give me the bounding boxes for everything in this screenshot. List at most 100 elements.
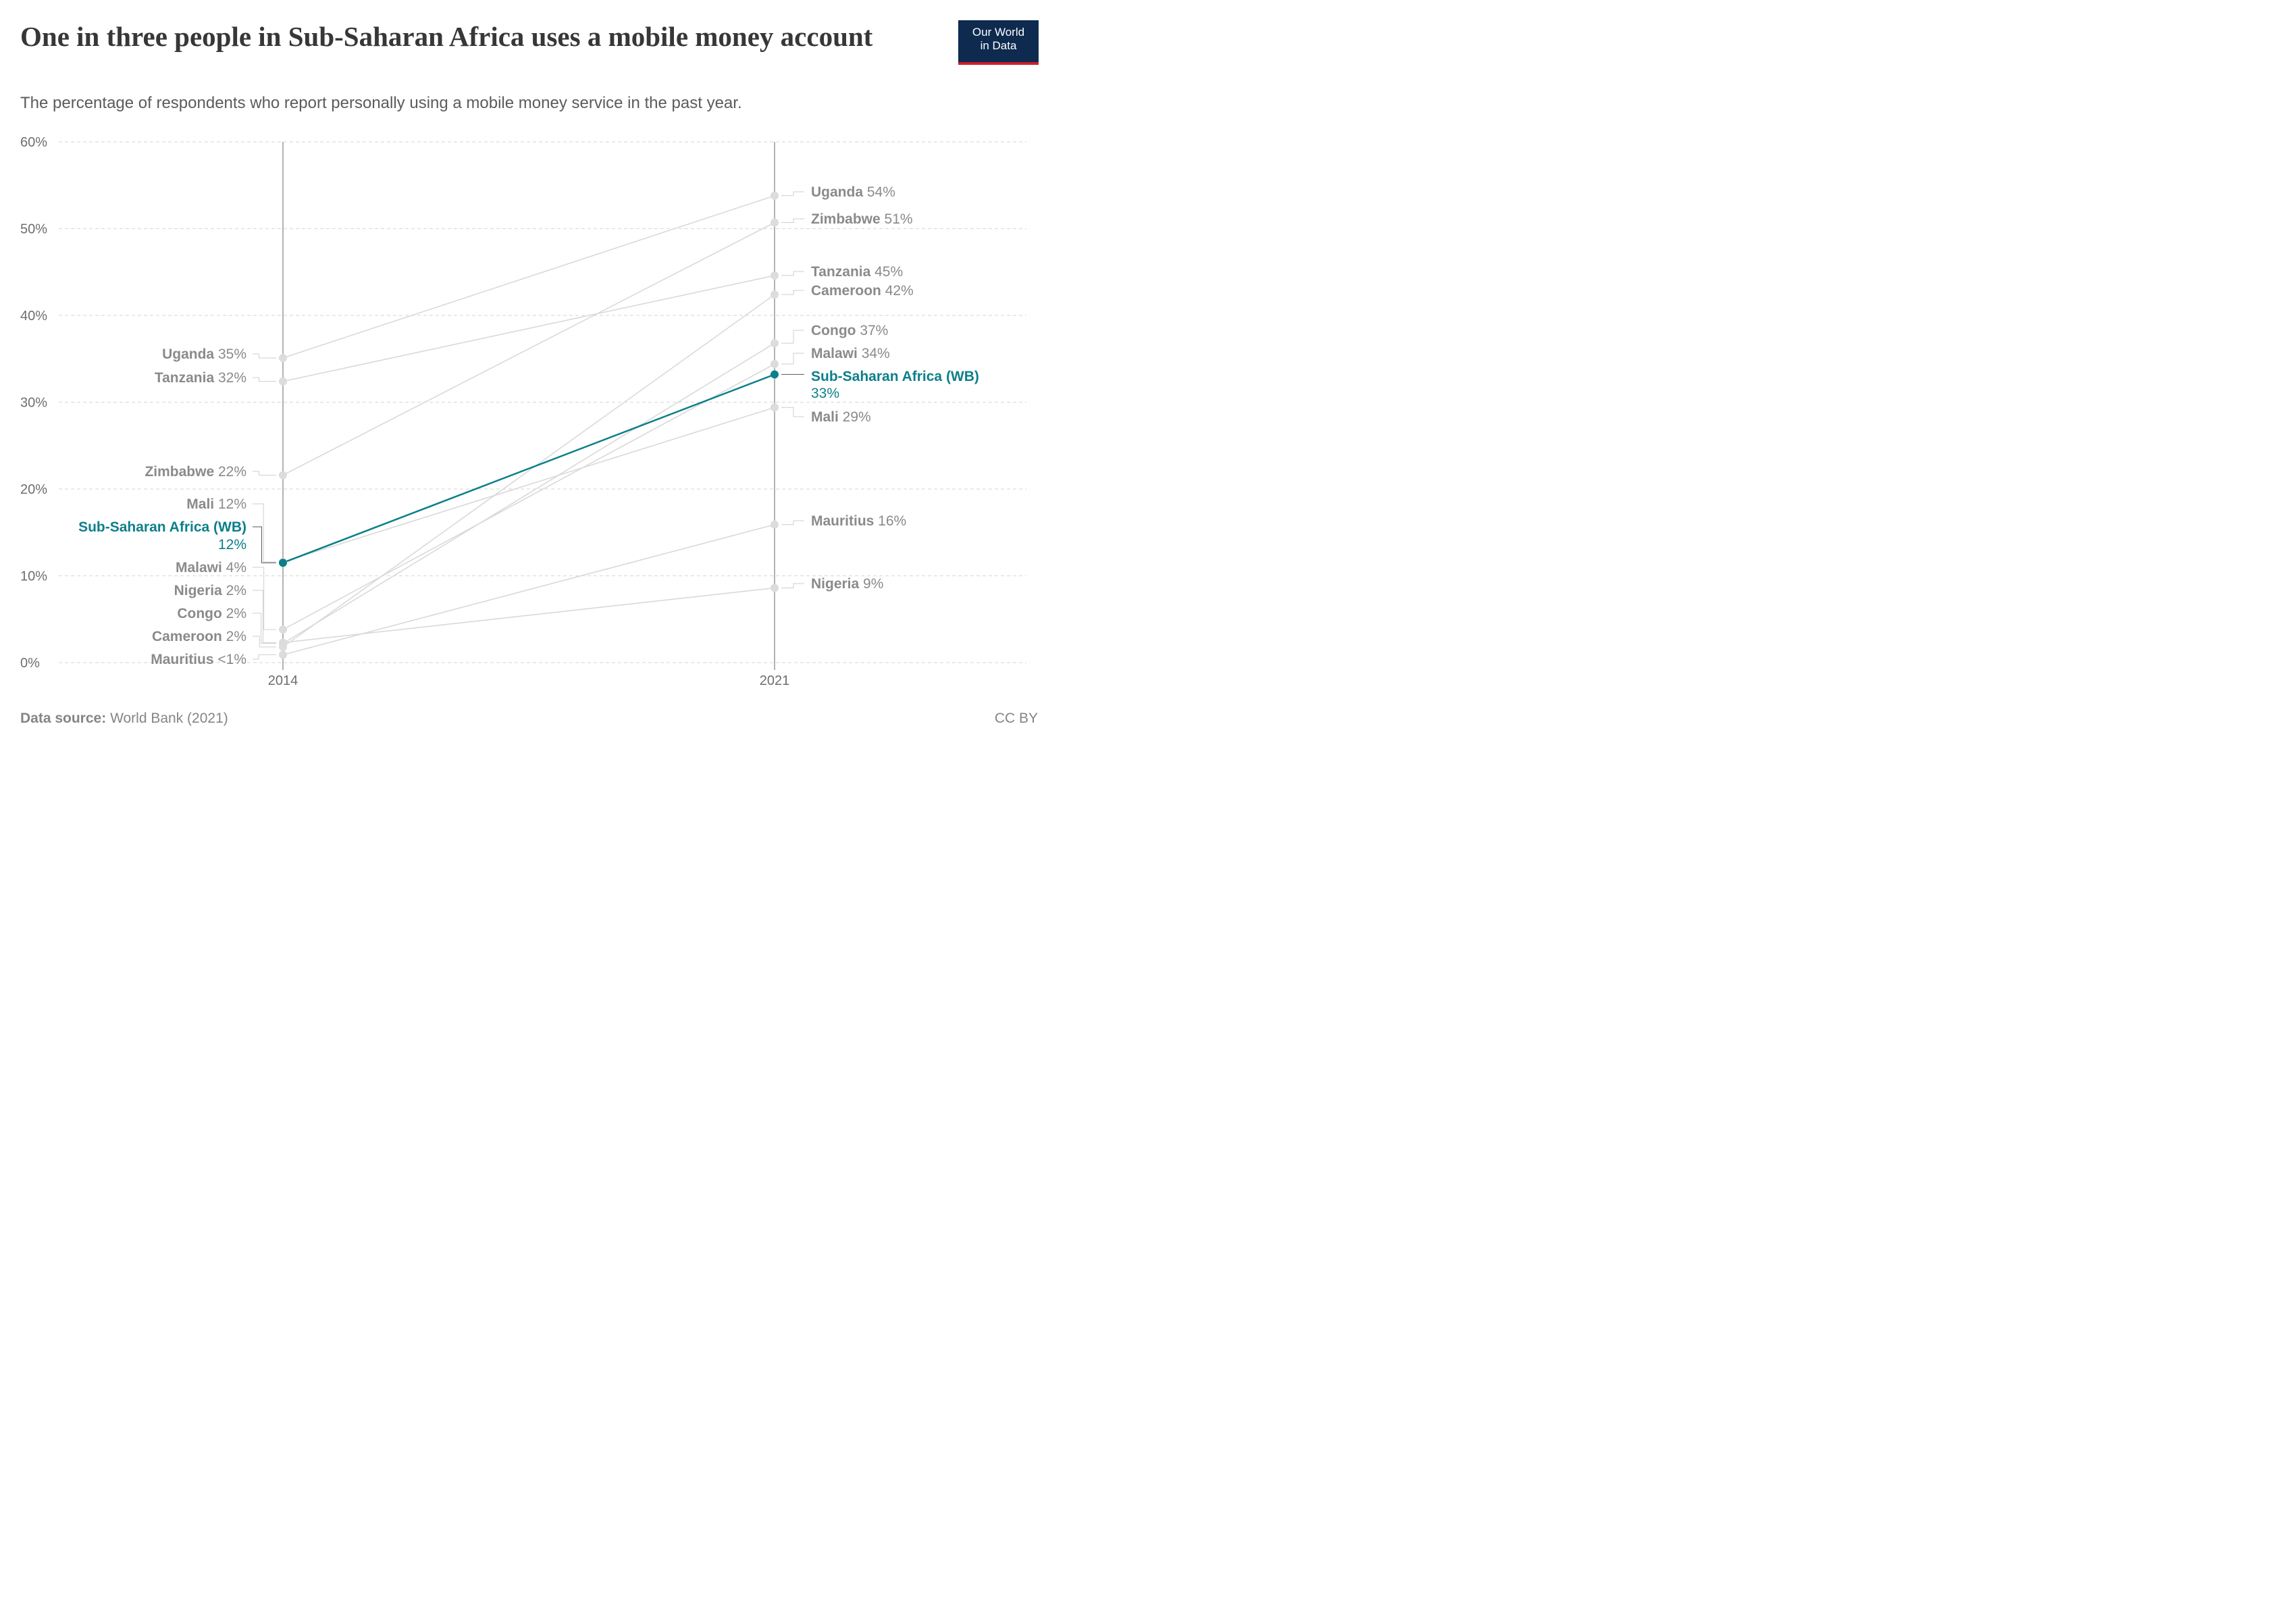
connector-2014-nigeria (253, 590, 276, 643)
label-2014-congo: Congo 2% (177, 606, 246, 621)
label-2014-zimbabwe: Zimbabwe 22% (145, 464, 246, 480)
y-tick-label: 10% (20, 569, 47, 584)
owid-logo[interactable]: Our World in Data (958, 20, 1039, 65)
label-name: Tanzania (811, 264, 871, 280)
y-tick-label: 0% (20, 656, 40, 671)
connector-2014-congo (253, 613, 276, 644)
gridlines: 0% 10% 20% 30% 40% 50% 60% (20, 135, 1026, 671)
slope-chart: 0% 10% 20% 30% 40% 50% 60% 2014 2021 Uganda 35%… (20, 135, 1026, 688)
label-2014-mauritius: Mauritius <1% (151, 652, 246, 667)
point-2014-zimbabwe (279, 471, 287, 480)
label-2021-tanzania: Tanzania 45% (811, 264, 903, 280)
point-2021-malawi (771, 359, 779, 368)
label-name: Malawi (811, 346, 858, 361)
connector-2021-tanzania (781, 271, 804, 276)
data-source-text: World Bank (2021) (110, 711, 228, 726)
label-value: 29% (839, 409, 871, 425)
label-name: Mali (811, 409, 839, 425)
series-line-mali (282, 407, 775, 563)
label-value: 9% (859, 576, 883, 592)
label-name: Nigeria (174, 583, 223, 598)
label-name: Congo (177, 606, 221, 621)
logo-line-1: Our World (972, 26, 1025, 38)
point-2021-mali (771, 403, 779, 412)
connector-2014-tanzania (253, 377, 276, 382)
label-name: Cameroon (152, 629, 222, 644)
label-2021-sub-saharan-africa-wb: Sub-Saharan Africa (WB) (811, 369, 979, 384)
connector-2014-uganda (253, 353, 276, 359)
label-value: 45% (870, 264, 903, 280)
label-value: 37% (856, 323, 888, 338)
chart-subtitle: The percentage of respondents who report… (20, 94, 742, 112)
point-2014-uganda (279, 353, 287, 362)
label-2014-value-sub-saharan-africa-wb: 12% (218, 537, 246, 552)
label-value: <1% (214, 652, 246, 667)
label-2021-mali: Mali 29% (811, 409, 871, 425)
connector-2014-malawi (253, 567, 276, 630)
series-line-nigeria (282, 587, 775, 644)
connector-2021-congo (781, 330, 804, 344)
point-2021-uganda (771, 191, 779, 200)
label-2014-uganda: Uganda 35% (162, 346, 246, 362)
label-value: 16% (874, 513, 906, 529)
connector-2014-sub-saharan-africa-wb (253, 526, 276, 563)
logo-line-2: in Data (980, 39, 1017, 52)
label-name: Congo (811, 323, 856, 338)
label-value: 4% (222, 560, 246, 575)
point-2014-tanzania (279, 377, 287, 386)
label-2021-value-sub-saharan-africa-wb: 33% (811, 386, 839, 401)
label-value: 35% (214, 346, 246, 362)
label-value: 12% (214, 496, 246, 512)
series-line-zimbabwe (282, 222, 775, 476)
y-tick-label: 20% (20, 482, 47, 497)
label-name: Zimbabwe (145, 464, 214, 480)
y-tick-label: 50% (20, 222, 47, 237)
connector-2021-mauritius (781, 520, 804, 525)
label-2021-uganda: Uganda 54% (811, 184, 895, 200)
label-2021-zimbabwe: Zimbabwe 51% (811, 211, 913, 227)
label-name: Malawi (176, 560, 222, 575)
connector-2014-zimbabwe (253, 471, 276, 475)
series-line-congo (282, 342, 775, 644)
connector-2021-mali (781, 407, 804, 417)
label-value: 32% (214, 370, 246, 386)
series-line-cameroon (282, 294, 775, 648)
label-value: 22% (214, 464, 246, 480)
year-axes: 2014 2021 (268, 142, 790, 688)
label-value: 2% (222, 606, 246, 621)
point-2021-mauritius (771, 520, 779, 529)
point-2021-tanzania (771, 271, 779, 280)
data-source-label: Data source: (20, 711, 107, 726)
label-2021-mauritius: Mauritius 16% (811, 513, 906, 529)
connector-2021-malawi (781, 353, 804, 365)
connector-2021-uganda (781, 191, 804, 197)
label-2021-malawi: Malawi 34% (811, 346, 890, 361)
label-2021-cameroon: Cameroon 42% (811, 283, 914, 299)
label-name: Uganda (811, 184, 863, 200)
label-value: 2% (222, 583, 246, 598)
connector-2021-zimbabwe (781, 218, 804, 224)
label-value: 42% (881, 283, 914, 299)
series-points (279, 191, 779, 659)
label-value: 34% (858, 346, 890, 361)
x-tick-label: 2021 (760, 673, 790, 688)
label-2014-sub-saharan-africa-wb: Sub-Saharan Africa (WB) (78, 519, 246, 535)
label-name: Mauritius (151, 652, 213, 667)
label-value: 2% (222, 629, 246, 644)
point-2021-cameroon (771, 290, 779, 299)
label-name: Uganda (162, 346, 214, 362)
label-name: Cameroon (811, 283, 881, 299)
label-2014-cameroon: Cameroon 2% (152, 629, 246, 644)
point-2014-sub-saharan-africa-wb (279, 559, 287, 567)
series-line-uganda (282, 195, 775, 359)
point-2021-zimbabwe (771, 218, 779, 227)
label-2014-malawi: Malawi 4% (176, 560, 246, 575)
connector-2014-mauritius (253, 654, 276, 660)
series-line-sub-saharan-africa-wb (282, 374, 775, 564)
connector-2021-nigeria (781, 583, 804, 588)
x-tick-label: 2014 (268, 673, 298, 688)
point-2021-nigeria (771, 584, 779, 592)
point-2021-sub-saharan-africa-wb (771, 370, 779, 379)
label-value: 51% (881, 211, 913, 227)
license-link[interactable]: CC BY (994, 711, 1038, 726)
